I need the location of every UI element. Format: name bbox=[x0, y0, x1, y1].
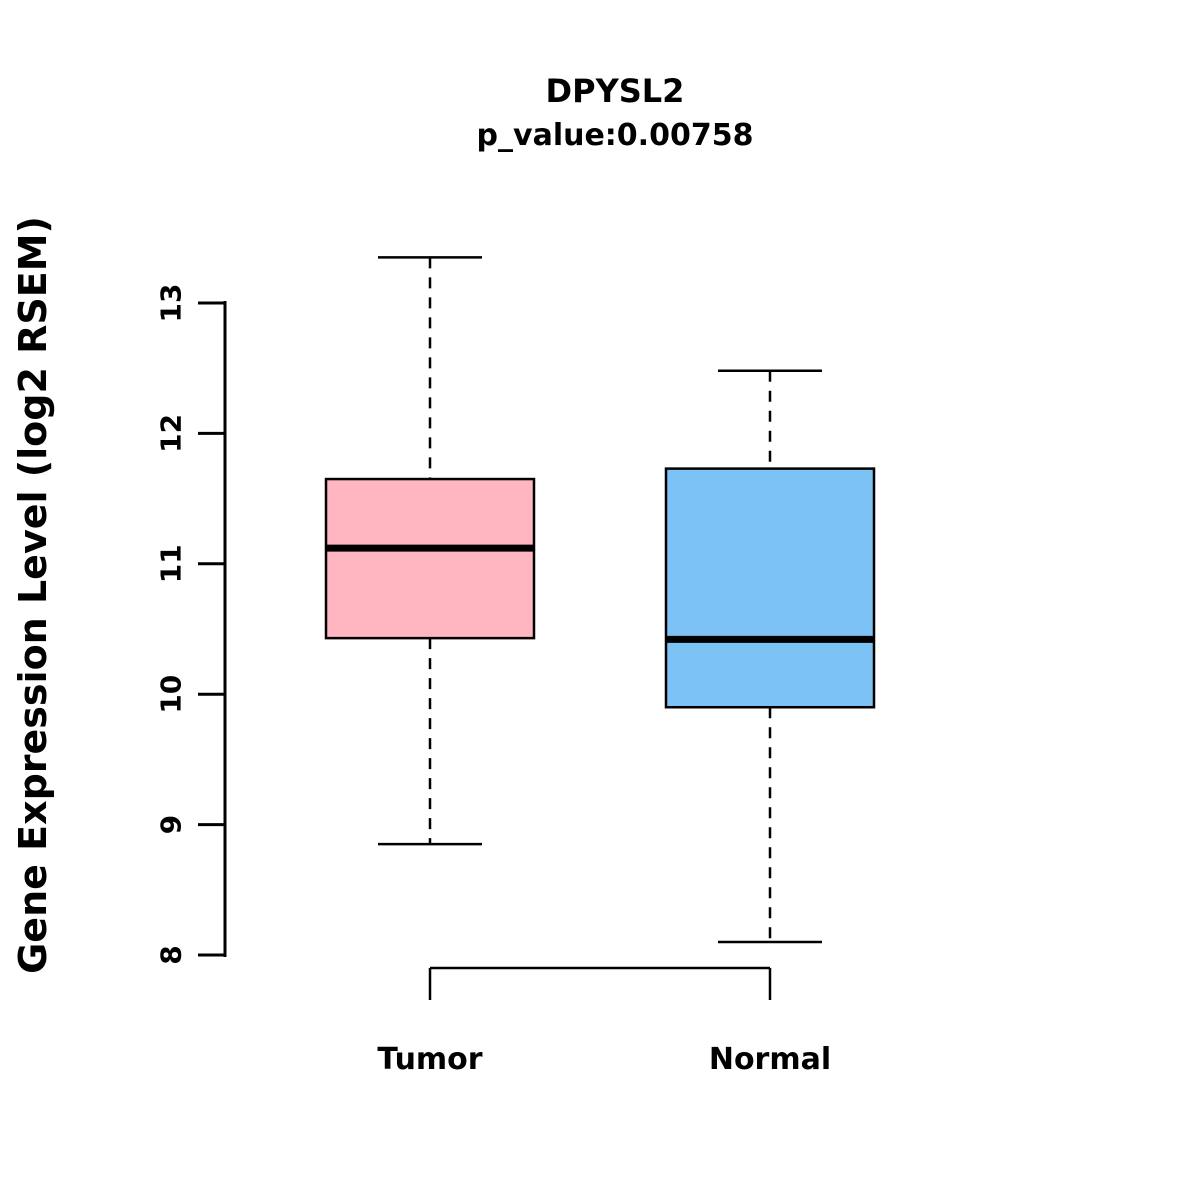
x-category-label-tumor: Tumor bbox=[377, 1042, 483, 1077]
y-tick-label: 10 bbox=[155, 675, 188, 714]
title-block: DPYSL2 p_value:0.00758 bbox=[215, 68, 1015, 158]
y-tick-label: 13 bbox=[155, 284, 188, 323]
iqr-box-normal bbox=[664, 467, 876, 709]
y-tick-label: 8 bbox=[155, 945, 188, 964]
chart-subtitle: p_value:0.00758 bbox=[476, 118, 754, 154]
x-category-label-normal: Normal bbox=[708, 1042, 832, 1077]
y-tick-label: 9 bbox=[155, 815, 188, 834]
iqr-box-tumor bbox=[324, 477, 536, 640]
y-tick-label: 12 bbox=[155, 414, 188, 453]
chart-title: DPYSL2 bbox=[545, 72, 685, 110]
y-tick-label: 11 bbox=[155, 544, 188, 583]
